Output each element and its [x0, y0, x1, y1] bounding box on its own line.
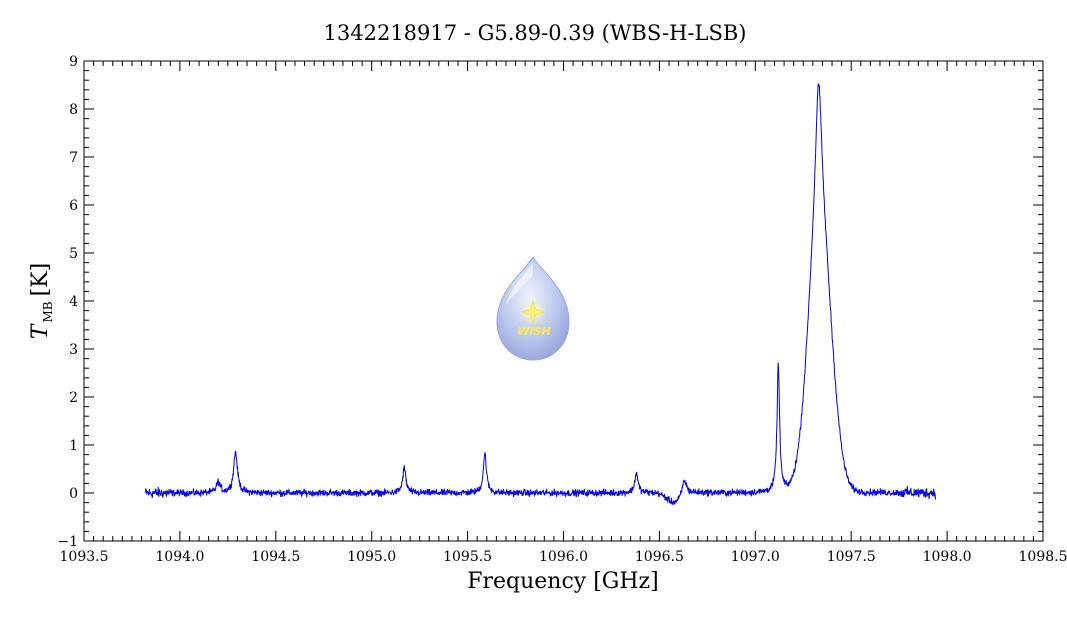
- y-axis-unit: [K]: [28, 263, 53, 297]
- y-tick-label: 1: [69, 438, 78, 454]
- x-tick-label: 1098.5: [1019, 549, 1067, 565]
- water-drop-logo: WISH: [497, 257, 569, 360]
- y-tick-label: −1: [57, 534, 78, 550]
- y-tick-label: 2: [69, 390, 78, 406]
- x-tick-label: 1098.0: [923, 549, 972, 565]
- y-axis-label: TMB [K]: [28, 263, 55, 339]
- y-tick-label: 9: [69, 54, 78, 70]
- y-tick-label: 7: [69, 150, 78, 166]
- x-tick-label: 1097.5: [827, 549, 876, 565]
- x-axis-label: Frequency [GHz]: [467, 569, 659, 594]
- y-tick-label: 3: [69, 342, 78, 358]
- x-tick-label: 1096.5: [635, 549, 684, 565]
- x-tick-label: 1094.5: [251, 549, 300, 565]
- y-tick-label: 4: [69, 294, 78, 310]
- y-tick-label: 0: [69, 486, 78, 502]
- y-axis-symbol: T: [28, 322, 53, 339]
- logo-text: WISH: [517, 325, 550, 338]
- chart-title: 1342218917 - G5.89-0.39 (WBS-H-LSB): [324, 21, 747, 45]
- x-tick-label: 1093.5: [60, 549, 109, 565]
- x-tick-label: 1095.0: [347, 549, 396, 565]
- x-tick-label: 1094.0: [155, 549, 204, 565]
- y-tick-label: 8: [69, 102, 78, 118]
- y-axis-subscript: MB: [41, 301, 55, 322]
- y-tick-label: 5: [69, 246, 78, 262]
- x-tick-label: 1097.0: [731, 549, 780, 565]
- y-tick-label: 6: [69, 198, 78, 214]
- x-tick-label: 1095.5: [443, 549, 492, 565]
- x-tick-label: 1096.0: [539, 549, 588, 565]
